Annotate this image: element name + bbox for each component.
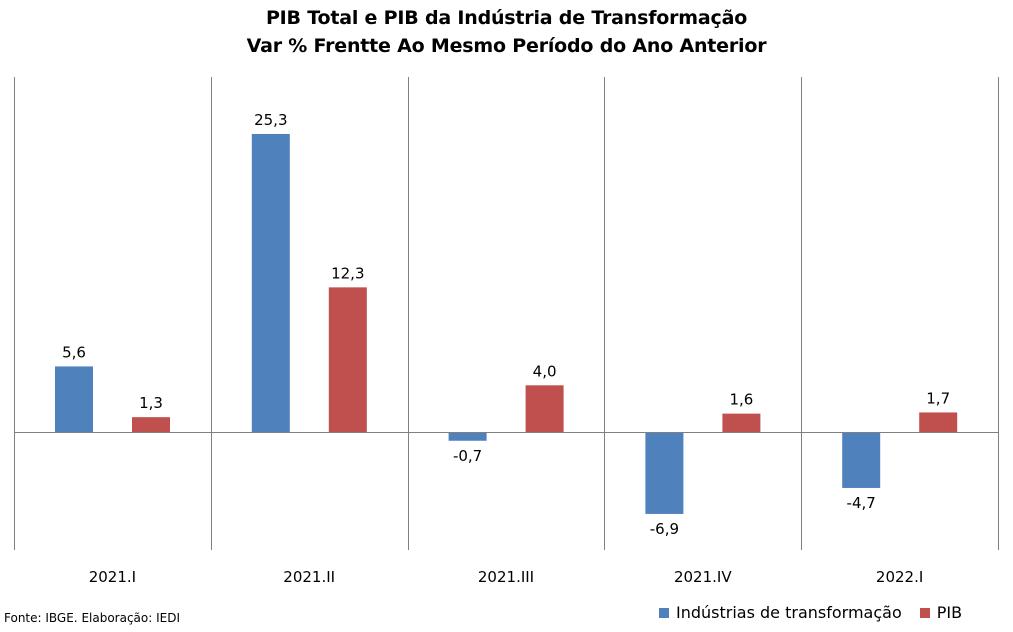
bar-chart: 5,6 1,3 2021.I 25,3 12,3 2021.II -0,7 4,0 2021.I… [14,77,999,586]
legend-item-industria: Indústrias de transformação [659,603,902,622]
bar [328,287,367,433]
bar [722,413,761,433]
bar [55,366,93,433]
data-label: 4,0 [533,362,557,380]
bar [919,412,958,433]
bar [525,385,564,433]
legend-swatch-pib [919,607,930,618]
data-label: -6,9 [650,520,679,538]
legend-swatch-industria [659,607,669,618]
bar [132,417,170,433]
data-label: -0,7 [453,447,482,465]
data-label: 1,3 [139,394,163,412]
chart-subtitle: Var % Frentte Ao Mesmo Período do Ano An… [246,35,767,57]
category-label: 2021.III [478,568,534,586]
data-label: 5,6 [62,343,86,361]
legend-label-pib: PIB [936,603,963,622]
data-label: 1,6 [729,391,753,409]
source-note: Fonte: IBGE. Elaboração: IEDI [4,611,181,625]
legend: Indústrias de transformação PIB [659,603,980,622]
category-label: 2021.IV [674,568,732,586]
data-label: -4,7 [847,494,876,512]
legend-item-pib: PIB [919,603,963,622]
bar [645,432,684,514]
chart-title: PIB Total e PIB da Indústria de Transfor… [265,7,748,29]
bar [448,432,487,441]
data-label: 1,7 [926,389,950,407]
data-label: 25,3 [254,111,287,129]
data-label: 12,3 [331,264,364,282]
bar [842,432,881,488]
category-label: 2022.I [876,568,923,586]
category-label: 2021.II [283,568,335,586]
bar [251,133,290,433]
legend-label-industria: Indústrias de transformação [676,603,902,622]
category-label: 2021.I [89,568,136,586]
